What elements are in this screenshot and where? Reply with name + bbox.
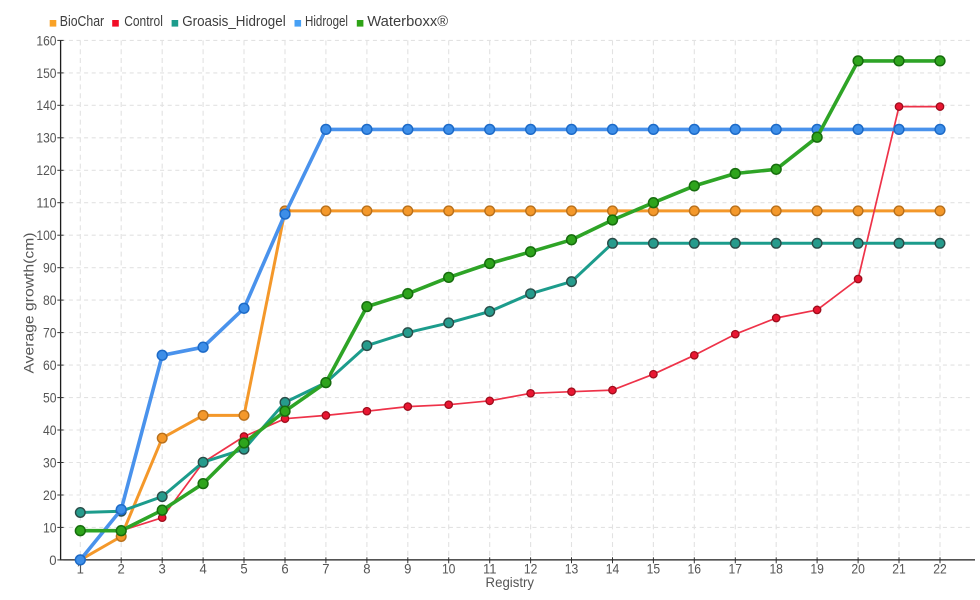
svg-text:50: 50	[43, 390, 57, 406]
svg-text:Groasis_Hidrogel: Groasis_Hidrogel	[182, 13, 286, 30]
svg-text:22: 22	[933, 561, 947, 577]
svg-text:10: 10	[43, 519, 57, 535]
svg-text:120: 120	[36, 162, 56, 178]
svg-text:Control: Control	[124, 13, 163, 30]
svg-text:7: 7	[322, 561, 329, 577]
svg-text:40: 40	[43, 422, 57, 438]
svg-text:150: 150	[36, 65, 56, 81]
svg-text:19: 19	[810, 561, 824, 577]
svg-text:17: 17	[729, 561, 743, 577]
svg-text:90: 90	[43, 260, 57, 276]
svg-text:4: 4	[199, 561, 206, 577]
svg-text:20: 20	[43, 487, 57, 503]
svg-text:16: 16	[688, 561, 702, 577]
svg-text:8: 8	[363, 561, 370, 577]
svg-text:70: 70	[43, 325, 57, 341]
svg-text:12: 12	[524, 561, 538, 577]
svg-text:10: 10	[442, 561, 456, 577]
svg-text:100: 100	[36, 227, 56, 243]
svg-text:3: 3	[159, 561, 166, 577]
svg-text:11: 11	[483, 561, 497, 577]
svg-text:Registry: Registry	[486, 574, 535, 590]
svg-text:9: 9	[404, 561, 411, 577]
svg-text:130: 130	[36, 130, 56, 146]
svg-text:15: 15	[647, 561, 661, 577]
svg-text:BioChar: BioChar	[60, 13, 104, 30]
svg-text:6: 6	[281, 561, 288, 577]
svg-text:21: 21	[892, 561, 906, 577]
svg-text:110: 110	[36, 195, 56, 211]
svg-text:Average growth(cm): Average growth(cm)	[21, 233, 37, 374]
svg-text:140: 140	[36, 97, 56, 113]
svg-text:2: 2	[118, 561, 125, 577]
svg-text:20: 20	[851, 561, 865, 577]
svg-text:14: 14	[606, 561, 620, 577]
svg-text:Hidrogel: Hidrogel	[305, 13, 348, 30]
svg-text:5: 5	[240, 561, 247, 577]
svg-text:1: 1	[77, 561, 84, 577]
svg-text:Waterboxx®: Waterboxx®	[367, 13, 448, 30]
svg-text:160: 160	[36, 32, 56, 48]
svg-text:18: 18	[769, 561, 783, 577]
svg-text:80: 80	[43, 292, 57, 308]
svg-text:30: 30	[43, 454, 57, 470]
svg-text:13: 13	[565, 561, 579, 577]
svg-text:60: 60	[43, 357, 57, 373]
svg-text:0: 0	[49, 552, 56, 568]
